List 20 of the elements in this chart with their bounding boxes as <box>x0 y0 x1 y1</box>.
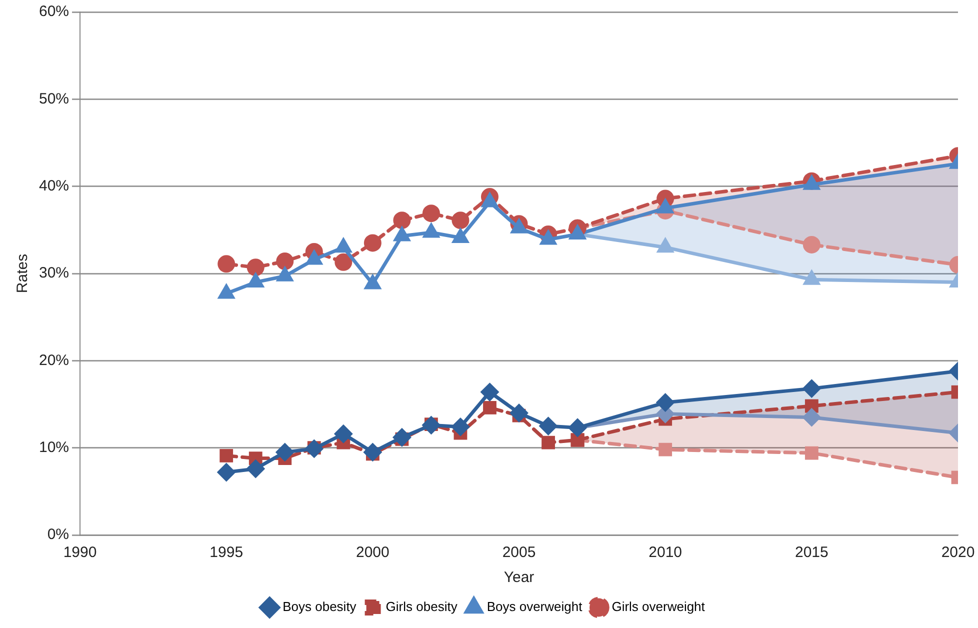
x-tick-label: 1990 <box>63 544 97 562</box>
y-tick-label: 20% <box>38 352 70 369</box>
y-tick-label: 50% <box>38 90 70 108</box>
y-tick-label: 60% <box>38 3 70 20</box>
y-tick-label: 0% <box>47 526 70 544</box>
x-tick-label: 2020 <box>941 544 975 562</box>
x-tick-label: 2000 <box>356 544 390 562</box>
legend-label: Boys obesity <box>282 599 357 614</box>
x-axis-title: Year <box>504 569 534 586</box>
x-tick-label: 1995 <box>210 544 244 562</box>
x-tick-label: 2010 <box>648 544 682 562</box>
legend-label: Boys overweight <box>486 599 583 614</box>
x-tick-label: 2005 <box>502 544 536 562</box>
y-tick-label: 30% <box>38 264 70 282</box>
y-tick-label: 10% <box>38 438 70 456</box>
legend-label: Girls obesity <box>386 599 458 614</box>
y-axis-title: Rates <box>14 254 32 294</box>
y-tick-label: 40% <box>38 177 70 194</box>
x-tick-label: 2015 <box>794 544 828 562</box>
legend-label: Girls overweight <box>612 599 706 614</box>
